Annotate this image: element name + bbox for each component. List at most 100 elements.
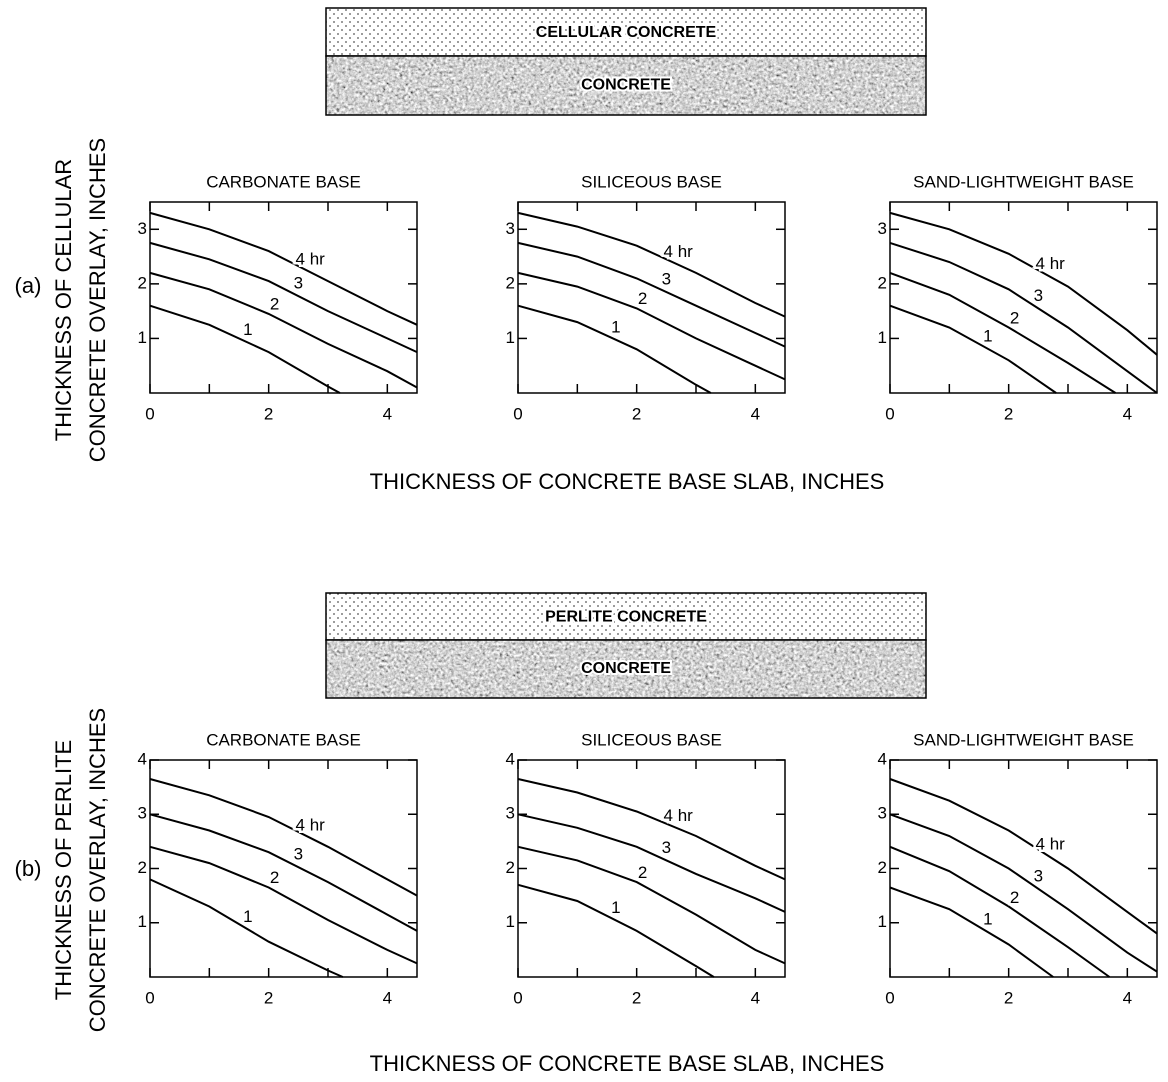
chart-title: SAND-LIGHTWEIGHT BASE [913, 730, 1134, 749]
layer-top-label: CELLULAR CONCRETE [536, 24, 717, 41]
plot-frame [149, 201, 418, 394]
curve-label: 4 hr [1036, 835, 1066, 854]
y-tick-label: 1 [138, 912, 147, 931]
plot-frame [517, 201, 786, 394]
curve [889, 304, 1057, 394]
curve-label: 2 [1010, 888, 1019, 907]
x-tick-label: 4 [383, 404, 392, 423]
curve-label: 1 [243, 907, 252, 926]
curve-label: 2 [270, 868, 279, 887]
chart-title: SAND-LIGHTWEIGHT BASE [913, 172, 1134, 191]
curve-label: 1 [983, 326, 992, 345]
curve [517, 813, 786, 913]
y-tick-label: 4 [878, 749, 887, 768]
curve [517, 304, 712, 394]
layer-bottom-frame [325, 55, 927, 116]
curve-label: 4 hr [296, 250, 326, 269]
x-tick-label: 2 [632, 404, 641, 423]
curve-label: 4 hr [296, 815, 326, 834]
curve-label: 2 [638, 289, 647, 308]
curve-label: 1 [611, 898, 620, 917]
x-tick-label: 2 [264, 988, 273, 1007]
curve [517, 778, 786, 881]
y-tick-label: 4 [138, 749, 147, 768]
curve-label: 1 [983, 910, 992, 929]
layer-bottom-frame [325, 639, 927, 699]
y-tick-label: 3 [138, 804, 147, 823]
x-tick-label: 2 [264, 404, 273, 423]
layer-top [325, 592, 927, 641]
y-tick-label: 3 [878, 219, 887, 238]
y-axis-label: CONCRETE OVERLAY, INCHES [85, 708, 110, 1032]
curve-label: 3 [662, 270, 671, 289]
x-axis-label: THICKNESS OF CONCRETE BASE SLAB, INCHES [370, 469, 885, 494]
curve [149, 304, 341, 394]
curve-label: 3 [1034, 866, 1043, 885]
curve [889, 886, 1054, 978]
y-tick-label: 1 [506, 912, 515, 931]
x-axis-label: THICKNESS OF CONCRETE BASE SLAB, INCHES [370, 1051, 885, 1076]
x-tick-label: 0 [145, 404, 154, 423]
panel-label: (b) [15, 856, 42, 881]
layer-top-label: PERLITE CONCRETE [545, 609, 707, 626]
x-tick-label: 0 [885, 988, 894, 1007]
x-tick-label: 4 [1123, 404, 1132, 423]
y-tick-label: 2 [506, 273, 515, 292]
y-tick-label: 4 [506, 749, 515, 768]
curve [517, 845, 786, 965]
y-axis-label: THICKNESS OF PERLITE [51, 740, 76, 1000]
curve-label: 1 [243, 320, 252, 339]
layer-bottom-label: CONCRETE [581, 660, 671, 677]
curve-label: 4 hr [664, 806, 694, 825]
y-tick-label: 2 [138, 273, 147, 292]
curve-label: 3 [1034, 286, 1043, 305]
curve [517, 883, 715, 978]
curve-label: 4 hr [1036, 254, 1066, 273]
x-tick-label: 2 [632, 988, 641, 1007]
curve [517, 241, 786, 348]
y-tick-label: 3 [138, 219, 147, 238]
curve [149, 813, 418, 932]
chart-title: SILICEOUS BASE [581, 172, 722, 191]
curve-label: 2 [1010, 309, 1019, 328]
layer-bottom [326, 640, 926, 698]
y-tick-label: 2 [878, 273, 887, 292]
y-axis-label: THICKNESS OF CELLULAR [51, 159, 76, 441]
curve [149, 845, 418, 965]
y-tick-label: 3 [506, 804, 515, 823]
y-tick-label: 1 [506, 328, 515, 347]
y-tick-label: 2 [138, 858, 147, 877]
curve-label: 2 [270, 294, 279, 313]
x-tick-label: 4 [751, 988, 760, 1007]
curve [149, 211, 418, 326]
layer-bottom [326, 56, 926, 115]
curve-label: 2 [638, 863, 647, 882]
x-tick-label: 4 [1123, 988, 1132, 1007]
y-axis-label: CONCRETE OVERLAY, INCHES [85, 138, 110, 462]
x-tick-label: 2 [1004, 988, 1013, 1007]
curve [889, 845, 1111, 978]
curve [149, 241, 418, 354]
x-tick-label: 0 [145, 988, 154, 1007]
y-tick-label: 1 [878, 912, 887, 931]
curve-label: 1 [611, 317, 620, 336]
curve [149, 271, 418, 389]
curve [889, 241, 1158, 394]
curve-label: 4 hr [664, 242, 694, 261]
y-tick-label: 1 [878, 328, 887, 347]
x-tick-label: 0 [513, 404, 522, 423]
x-tick-label: 4 [751, 404, 760, 423]
curve-label: 3 [294, 274, 303, 293]
curve [517, 211, 786, 318]
curve [149, 878, 344, 978]
y-tick-label: 1 [138, 328, 147, 347]
plot-frame [889, 201, 1158, 394]
curve [517, 271, 786, 381]
curve [889, 778, 1158, 935]
y-tick-label: 3 [506, 219, 515, 238]
curve [889, 813, 1158, 973]
x-tick-label: 4 [383, 988, 392, 1007]
chart-title: CARBONATE BASE [206, 172, 361, 191]
x-tick-label: 0 [513, 988, 522, 1007]
